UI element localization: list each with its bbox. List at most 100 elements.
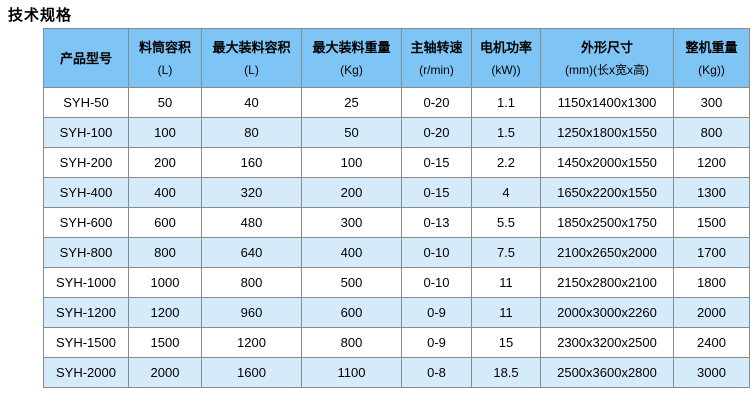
- table-cell: 0-8: [401, 357, 472, 388]
- table-row: SYH-800 800 640 400 0-10 7.5 2100x2650x2000 170…: [43, 237, 750, 268]
- table-cell: 1.5: [471, 117, 541, 148]
- table-cell: 0-20: [401, 87, 472, 118]
- table-cell: 2500x3600x2800: [540, 357, 674, 388]
- table-row: SYH-1500 1500 1200 800 0-9 15 2300x3200x2500 24…: [43, 327, 750, 358]
- column-header-unit: (mm)(长x宽x高): [565, 62, 649, 77]
- column-header-unit: (L): [244, 62, 259, 77]
- table-cell: 160: [201, 147, 302, 178]
- column-header: 主轴转速 (r/min): [401, 28, 472, 88]
- table-cell: SYH-400: [43, 177, 129, 208]
- table-row: SYH-400 400 320 200 0-15 4 1650x2200x1550 1300: [43, 177, 750, 208]
- column-header: 电机功率 (kW)): [471, 28, 541, 88]
- table-cell: 0-15: [401, 147, 472, 178]
- table-cell: 400: [128, 177, 202, 208]
- table-cell: SYH-50: [43, 87, 129, 118]
- table-cell: 480: [201, 207, 302, 238]
- table-cell: 1.1: [471, 87, 541, 118]
- table-cell: SYH-1500: [43, 327, 129, 358]
- table-cell: 100: [128, 117, 202, 148]
- table-cell: 25: [301, 87, 402, 118]
- column-header-wrap: 料筒容积 (L): [131, 30, 199, 87]
- table-row: SYH-50 50 40 25 0-20 1.1 1150x1400x1300 300: [43, 87, 750, 118]
- column-header-wrap: 产品型号: [46, 30, 126, 87]
- table-cell: 1000: [128, 267, 202, 298]
- page-title: 技术规格: [8, 7, 73, 24]
- table-cell: SYH-200: [43, 147, 129, 178]
- column-header-label: 最大装料容积: [212, 39, 291, 55]
- table-cell: 1800: [673, 267, 750, 298]
- table-cell: 0-20: [401, 117, 472, 148]
- table-cell: 4: [471, 177, 541, 208]
- column-header: 最大装料容积 (L): [201, 28, 302, 88]
- column-header-label: 主轴转速: [410, 39, 463, 55]
- table-cell: 1500: [673, 207, 750, 238]
- table-cell: 1500: [128, 327, 202, 358]
- table-cell: 7.5: [471, 237, 541, 268]
- table-cell: 40: [201, 87, 302, 118]
- column-header-unit: (Kg): [340, 62, 363, 77]
- table-cell: 300: [673, 87, 750, 118]
- table-cell: 1850x2500x1750: [540, 207, 674, 238]
- table-cell: 11: [471, 267, 541, 298]
- table-cell: 400: [301, 237, 402, 268]
- table-cell: 0-9: [401, 297, 472, 328]
- table-cell: 1700: [673, 237, 750, 268]
- table-cell: 18.5: [471, 357, 541, 388]
- spec-table-body: SYH-50 50 40 25 0-20 1.1 1150x1400x1300 300 SYH-…: [43, 87, 750, 388]
- column-header-label: 料筒容积: [138, 39, 191, 55]
- table-cell: 200: [128, 147, 202, 178]
- table-cell: 80: [201, 117, 302, 148]
- table-row: SYH-600 600 480 300 0-13 5.5 1850x2500x1750 150…: [43, 207, 750, 238]
- table-cell: 2100x2650x2000: [540, 237, 674, 268]
- table-cell: 200: [301, 177, 402, 208]
- table-cell: SYH-1200: [43, 297, 129, 328]
- table-row: SYH-200 200 160 100 0-15 2.2 1450x2000x1550 120…: [43, 147, 750, 178]
- table-cell: 800: [301, 327, 402, 358]
- table-cell: 0-13: [401, 207, 472, 238]
- header-row: 产品型号 料筒容积 (L) 最大装料容积 (L) 最大装料重量 (Kg) 主轴转速 (r/min…: [43, 28, 750, 88]
- column-header-label: 产品型号: [59, 50, 112, 66]
- table-row: SYH-100 100 80 50 0-20 1.5 1250x1800x1550 800: [43, 117, 750, 148]
- column-header: 产品型号: [43, 28, 129, 88]
- column-header-label: 外形尺寸: [580, 39, 633, 55]
- column-header: 料筒容积 (L): [128, 28, 202, 88]
- table-cell: 1250x1800x1550: [540, 117, 674, 148]
- table-cell: 640: [201, 237, 302, 268]
- table-cell: 1300: [673, 177, 750, 208]
- table-row: SYH-1200 1200 960 600 0-9 11 2000x3000x2260 200…: [43, 297, 750, 328]
- table-cell: 0-10: [401, 237, 472, 268]
- table-cell: 50: [128, 87, 202, 118]
- table-cell: 1600: [201, 357, 302, 388]
- table-cell: 800: [673, 117, 750, 148]
- table-cell: 1450x2000x1550: [540, 147, 674, 178]
- column-header-wrap: 外形尺寸 (mm)(长x宽x高): [543, 30, 671, 87]
- table-cell: 0-10: [401, 267, 472, 298]
- spec-table-header: 产品型号 料筒容积 (L) 最大装料容积 (L) 最大装料重量 (Kg) 主轴转速 (r/min…: [43, 28, 750, 88]
- table-cell: 2000: [128, 357, 202, 388]
- column-header-label: 整机重量: [685, 39, 738, 55]
- table-cell: 300: [301, 207, 402, 238]
- table-cell: SYH-800: [43, 237, 129, 268]
- table-cell: 1650x2200x1550: [540, 177, 674, 208]
- column-header: 最大装料重量 (Kg): [301, 28, 402, 88]
- column-header-unit: (kW)): [491, 62, 521, 77]
- column-header-wrap: 电机功率 (kW)): [474, 30, 538, 87]
- table-cell: 1150x1400x1300: [540, 87, 674, 118]
- column-header-label: 最大装料重量: [312, 39, 391, 55]
- table-cell: 500: [301, 267, 402, 298]
- table-cell: SYH-100: [43, 117, 129, 148]
- table-cell: 600: [128, 207, 202, 238]
- column-header-unit: (r/min): [419, 62, 454, 77]
- column-header-wrap: 最大装料容积 (L): [204, 30, 299, 87]
- table-cell: 5.5: [471, 207, 541, 238]
- table-cell: 1200: [128, 297, 202, 328]
- table-cell: SYH-1000: [43, 267, 129, 298]
- table-cell: 320: [201, 177, 302, 208]
- column-header-unit: (L): [157, 62, 173, 77]
- table-cell: 800: [128, 237, 202, 268]
- table-cell: 960: [201, 297, 302, 328]
- table-row: SYH-2000 2000 1600 1100 0-8 18.5 2500x3600x280…: [43, 357, 750, 388]
- table-cell: 2150x2800x2100: [540, 267, 674, 298]
- column-header: 整机重量 (Kg)): [673, 28, 750, 88]
- table-cell: 2.2: [471, 147, 541, 178]
